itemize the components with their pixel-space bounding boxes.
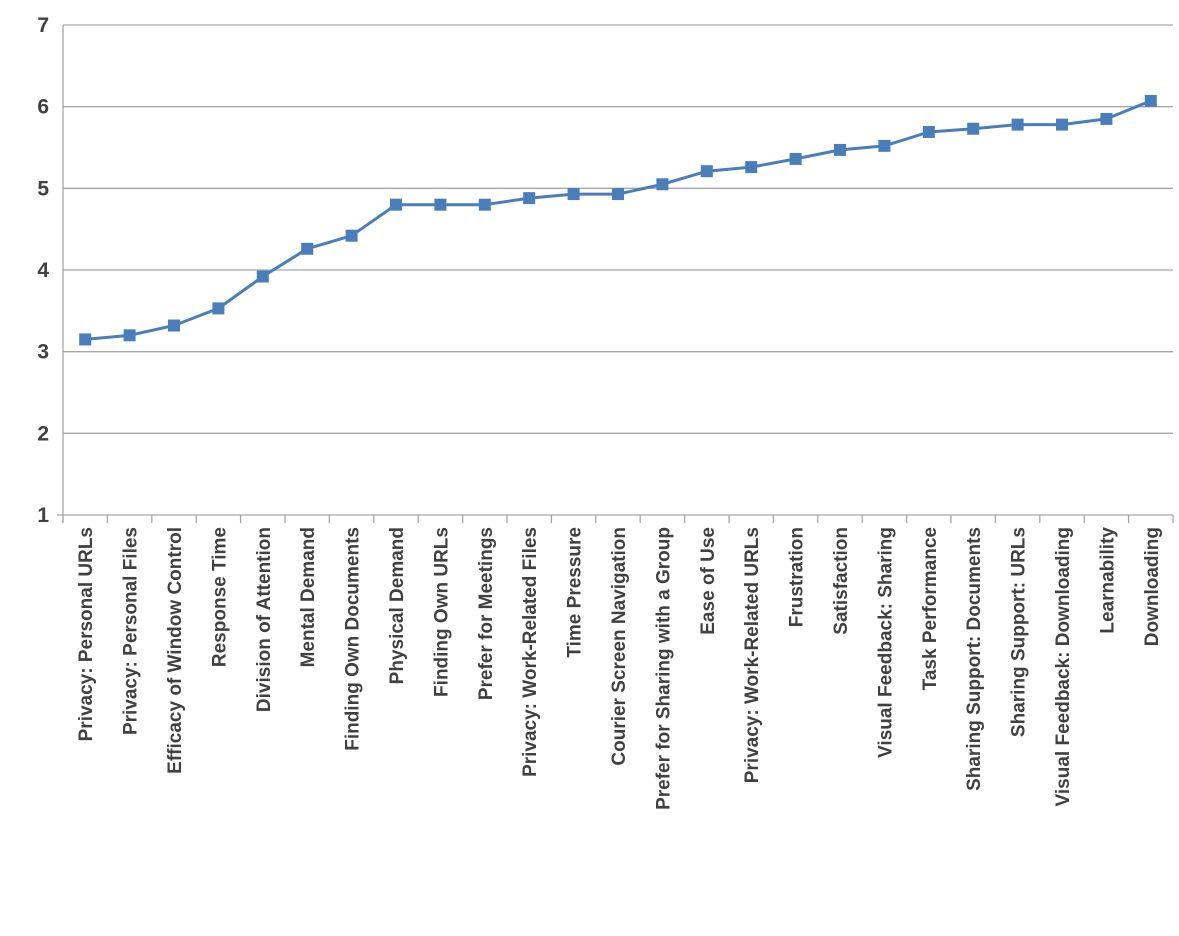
y-tick-label-6: 6	[37, 96, 49, 119]
data-point-marker	[700, 165, 713, 178]
gridlines	[63, 24, 1173, 434]
x-tick-label: Response Time	[209, 527, 230, 667]
data-point-marker	[434, 198, 447, 211]
x-tick-label: Efficacy of Window Control	[165, 527, 186, 774]
y-tick-label-1: 1	[37, 504, 49, 527]
x-tick-label: Time Pressure	[565, 527, 586, 658]
series	[79, 94, 1157, 346]
data-point-marker	[168, 319, 180, 332]
x-tick-label: Privacy: Work-Related Files	[520, 527, 541, 777]
x-tick-label: Mental Demand	[298, 527, 319, 667]
x-tick-label: Finding Own URLs	[431, 527, 452, 697]
data-point-marker	[789, 152, 802, 165]
data-point-marker	[256, 270, 269, 283]
x-tick-label: Downloading	[1142, 527, 1163, 646]
x-tick-label: Privacy: Personal Files	[121, 527, 142, 735]
data-point-marker	[878, 139, 891, 152]
data-point-marker	[212, 302, 225, 315]
x-tick-label: Finding Own Documents	[343, 527, 364, 751]
x-tick-label: Satisfaction	[831, 527, 852, 635]
x-tick-label: Sharing Support: Documents	[964, 527, 985, 791]
data-point-marker	[834, 143, 846, 156]
y-tick-label-3: 3	[37, 341, 49, 364]
x-tick-label: Physical Demand	[387, 527, 408, 684]
x-tick-labels: Privacy: Personal URLs Privacy: Personal …	[76, 527, 1163, 810]
data-point-marker	[301, 242, 314, 255]
data-point-marker	[567, 188, 580, 201]
data-point-marker	[123, 329, 136, 342]
x-tick-label: Ease of Use	[698, 527, 719, 635]
data-point-marker	[1056, 118, 1068, 131]
data-point-marker	[1100, 112, 1113, 125]
data-point-marker	[1011, 118, 1024, 131]
data-point-marker	[745, 161, 758, 174]
data-point-marker	[79, 333, 92, 346]
data-point-marker	[345, 229, 358, 242]
y-tick-label-5: 5	[37, 177, 49, 200]
x-tick-label: Prefer for Sharing with a Group	[653, 527, 674, 810]
x-tick-label: Sharing Support: URLs	[1009, 527, 1030, 737]
y-tick-label-4: 4	[37, 259, 49, 282]
data-point-marker	[523, 192, 536, 205]
x-tick-label: Privacy: Personal URLs	[76, 527, 97, 741]
x-tick-label: Task Performance	[920, 527, 941, 690]
data-point-marker	[1144, 94, 1157, 107]
data-point-marker	[922, 125, 935, 138]
y-tick-label-2: 2	[37, 422, 49, 445]
data-point-marker	[478, 198, 491, 211]
x-tick-label: Courier Screen Navigation	[609, 527, 630, 766]
y-tick-labels: 1 2 3 4 5 6 7	[37, 14, 49, 527]
x-tick-label: Prefer for Meetings	[476, 527, 497, 700]
x-tick-label: Learnability	[1097, 527, 1118, 634]
x-tick-label: Frustration	[787, 527, 808, 627]
x-tick-label: Privacy: Work-Related URLs	[742, 527, 763, 783]
data-point-marker	[390, 198, 402, 211]
data-point-marker	[967, 122, 980, 135]
x-tick-label: Visual Feedback: Sharing	[875, 527, 896, 758]
x-tick-label: Division of Attention	[254, 527, 275, 712]
data-point-marker	[612, 188, 624, 201]
data-point-marker	[656, 178, 669, 191]
y-tick-label-7: 7	[37, 14, 49, 37]
series-line-0	[85, 99, 1152, 341]
axes	[57, 25, 1174, 523]
x-tick-label: Visual Feedback: Downloading	[1053, 527, 1074, 806]
